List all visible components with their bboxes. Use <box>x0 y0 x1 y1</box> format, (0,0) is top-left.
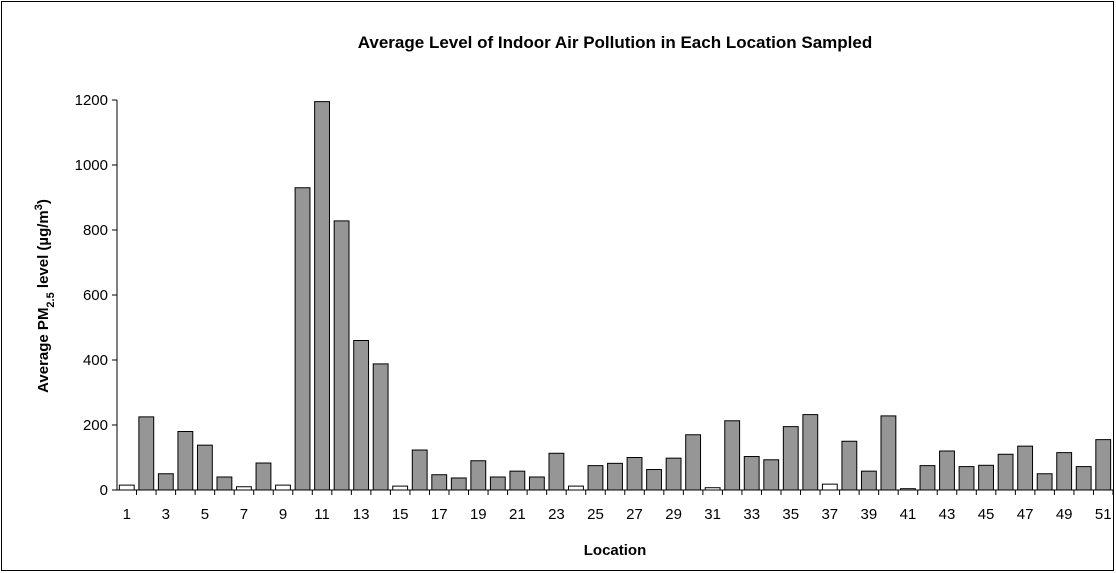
bar <box>157 473 174 491</box>
x-axis-title: Location <box>584 542 647 559</box>
bar <box>294 187 311 491</box>
x-tick-label: 21 <box>509 506 526 523</box>
bar <box>216 476 233 491</box>
y-tick-label: 800 <box>83 222 108 239</box>
bar <box>743 456 760 491</box>
bar <box>138 416 155 491</box>
bar <box>1017 445 1034 491</box>
y-tick-label: 1200 <box>75 92 108 109</box>
x-tick-label: 43 <box>939 506 956 523</box>
x-tick-label: 33 <box>743 506 760 523</box>
x-tick-label: 39 <box>861 506 878 523</box>
bar <box>860 470 877 491</box>
x-tick-label: 23 <box>548 506 565 523</box>
y-tick-label: 400 <box>83 352 108 369</box>
bar <box>118 484 135 491</box>
bar <box>978 464 994 491</box>
bar <box>1036 473 1053 491</box>
bar <box>763 459 780 491</box>
bar <box>255 462 272 491</box>
bar <box>372 363 389 491</box>
bar <box>177 431 194 491</box>
bar <box>1056 452 1073 491</box>
bar <box>548 452 565 491</box>
x-tick-label: 11 <box>314 506 330 523</box>
bar <box>1095 439 1112 491</box>
bar <box>568 485 584 491</box>
bar <box>275 484 291 491</box>
y-axis-title-part: ) <box>35 199 52 204</box>
x-tick-label: 35 <box>782 506 799 523</box>
x-tick-label: 9 <box>279 506 287 523</box>
bar <box>782 426 799 491</box>
x-tick-label: 17 <box>431 506 448 523</box>
x-tick-label: 15 <box>392 506 409 523</box>
y-axis-title-part: level (µg/m <box>35 210 52 292</box>
x-tick-label: 51 <box>1095 506 1112 523</box>
y-tick-label: 0 <box>100 482 108 499</box>
x-tick-label: 13 <box>353 506 370 523</box>
bar <box>450 477 467 491</box>
bar <box>411 449 428 491</box>
y-tick-label: 200 <box>83 417 108 434</box>
bar <box>997 453 1014 491</box>
x-tick-label: 47 <box>1017 506 1034 523</box>
bar <box>392 485 409 491</box>
bar <box>333 220 350 491</box>
y-tick-label: 1000 <box>75 157 108 174</box>
x-tick-label: 49 <box>1056 506 1073 523</box>
x-tick-label: 45 <box>978 506 995 523</box>
bar <box>353 340 370 491</box>
x-tick-label: 3 <box>162 506 170 523</box>
y-tick-label: 600 <box>83 287 108 304</box>
bar <box>528 476 545 491</box>
bar <box>626 457 643 491</box>
x-tick-label: 7 <box>240 506 248 523</box>
bar <box>431 474 448 491</box>
bar <box>821 483 838 491</box>
y-axis-title-part: Average PM <box>35 308 52 393</box>
bar <box>489 476 506 491</box>
bar <box>919 465 936 491</box>
y-axis-title-part: 3 <box>33 204 45 210</box>
x-tick-label: 29 <box>665 506 682 523</box>
chart-title: Average Level of Indoor Air Pollution in… <box>358 33 872 52</box>
bar <box>646 469 662 491</box>
bar <box>958 466 975 491</box>
bar <box>880 415 897 491</box>
x-tick-label: 5 <box>201 506 209 523</box>
bar <box>939 450 955 491</box>
bar <box>665 457 682 491</box>
bar <box>470 460 487 491</box>
bar <box>314 101 330 491</box>
x-tick-label: 1 <box>123 506 131 523</box>
y-axis-title: Average PM2.5 level (µg/m3) <box>33 199 57 393</box>
bar <box>196 444 213 491</box>
x-tick-label: 27 <box>626 506 643 523</box>
y-axis-title-part: 2.5 <box>45 292 57 307</box>
bar <box>607 462 623 491</box>
x-tick-label: 25 <box>587 506 604 523</box>
bar <box>841 440 858 491</box>
bar <box>724 420 741 491</box>
bar <box>509 470 526 491</box>
x-tick-label: 19 <box>470 506 487 523</box>
bar <box>587 465 604 491</box>
x-tick-label: 37 <box>821 506 838 523</box>
bar <box>685 434 702 491</box>
x-tick-label: 41 <box>900 506 917 523</box>
x-tick-label: 31 <box>704 506 721 523</box>
bar <box>802 414 819 491</box>
bar <box>1075 466 1092 491</box>
